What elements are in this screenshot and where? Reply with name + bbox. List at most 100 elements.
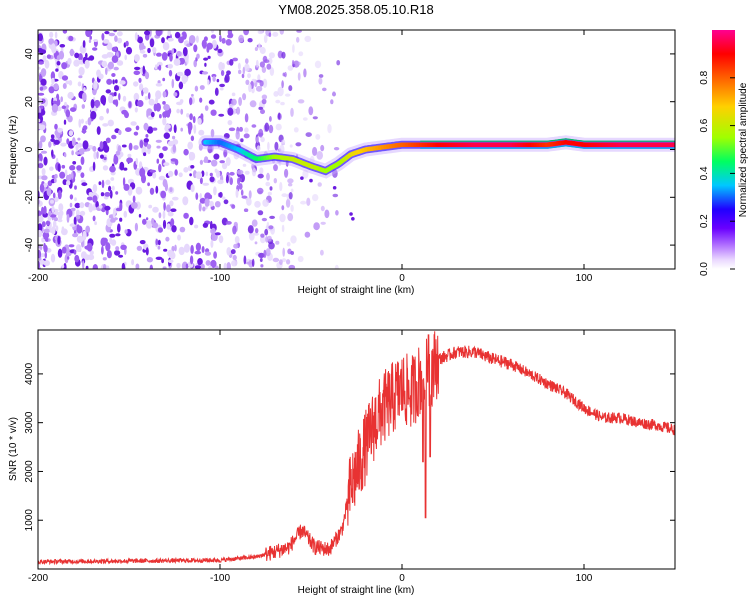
noise-blob <box>57 235 61 245</box>
noise-blob <box>201 246 205 253</box>
noise-blob <box>122 177 126 187</box>
noise-blob <box>49 214 57 218</box>
noise-blob <box>332 169 338 178</box>
noise-blob <box>193 124 197 134</box>
noise-blob <box>219 83 226 88</box>
noise-blob <box>179 226 186 233</box>
noise-blob <box>115 207 122 212</box>
noise-blob <box>207 79 210 86</box>
noise-blob <box>102 123 109 127</box>
noise-blob <box>240 138 244 143</box>
noise-blob <box>263 59 270 64</box>
noise-blob <box>155 139 162 143</box>
noise-blob <box>147 116 154 120</box>
noise-blob <box>92 145 97 152</box>
noise-blob <box>176 108 180 114</box>
noise-blob <box>107 61 114 70</box>
noise-blob <box>106 78 113 85</box>
noise-blob <box>98 181 102 186</box>
noise-blob <box>49 31 54 38</box>
noise-blob <box>281 139 286 145</box>
noise-blob <box>163 162 170 167</box>
noise-blob <box>324 209 330 219</box>
noise-blob <box>251 219 258 227</box>
noise-blob <box>257 132 264 137</box>
noise-blob <box>38 66 41 70</box>
noise-blob <box>261 94 268 100</box>
noise-blob <box>298 61 301 65</box>
noise-blob <box>171 225 177 233</box>
noise-blob <box>228 127 236 132</box>
noise-blob <box>106 265 110 269</box>
noise-blob <box>189 173 192 177</box>
noise-blob <box>50 138 55 143</box>
noise-blob <box>152 47 157 53</box>
noise-blob <box>221 37 226 44</box>
noise-blob <box>279 181 283 192</box>
noise-blob <box>199 97 203 103</box>
noise-blob <box>224 73 230 83</box>
noise-blob <box>152 172 157 179</box>
noise-blob <box>80 179 86 184</box>
noise-blob <box>96 151 99 159</box>
noise-blob <box>109 165 116 173</box>
noise-blob <box>44 251 47 259</box>
noise-blob <box>45 237 49 242</box>
noise-blob <box>247 73 251 79</box>
noise-blob <box>38 140 43 149</box>
colorbar-tick-label: 0.6 <box>699 118 710 132</box>
noise-blob <box>171 48 175 55</box>
noise-blob <box>183 79 186 85</box>
noise-blob <box>285 198 291 208</box>
noise-blob <box>259 258 263 262</box>
noise-blob <box>72 161 77 165</box>
noise-blob <box>238 183 243 190</box>
noise-blob <box>272 257 280 263</box>
noise-blob <box>74 52 80 59</box>
noise-blob <box>259 46 266 55</box>
colorbar-tick-label: 0.2 <box>699 214 710 228</box>
noise-blob <box>110 177 115 181</box>
noise-blob <box>248 83 252 93</box>
noise-blob <box>102 165 109 171</box>
noise-blob <box>120 244 127 250</box>
noise-blob <box>190 165 195 169</box>
noise-blob <box>209 194 213 200</box>
noise-blob <box>74 202 81 209</box>
noise-blob <box>288 85 293 92</box>
noise-blob <box>51 45 57 54</box>
noise-blob <box>221 162 228 170</box>
noise-blob <box>314 60 322 69</box>
noise-blob <box>216 78 220 83</box>
noise-blob <box>244 127 249 133</box>
noise-blob <box>137 36 143 44</box>
noise-blob <box>154 64 158 70</box>
noise-blob <box>135 186 143 195</box>
noise-blob <box>41 221 46 228</box>
noise-blob <box>245 79 250 86</box>
noise-blob <box>103 264 107 269</box>
noise-blob <box>214 201 221 208</box>
noise-blob <box>61 105 66 110</box>
noise-blob <box>238 69 242 75</box>
noise-blob <box>302 169 309 179</box>
noise-blob <box>188 35 196 44</box>
noise-blob <box>226 247 232 256</box>
noise-blob <box>249 100 257 108</box>
noise-blob <box>79 210 86 216</box>
noise-blob <box>107 119 115 127</box>
noise-blob <box>160 190 167 199</box>
noise-blob <box>44 59 50 69</box>
trace-rim-upper <box>420 138 675 142</box>
noise-blob <box>51 149 54 158</box>
noise-blob <box>124 229 128 234</box>
noise-blob <box>178 81 184 90</box>
noise-blob <box>92 184 98 193</box>
noise-blob <box>110 218 116 223</box>
noise-blob <box>253 232 259 236</box>
snr-y-tick-label: 2000 <box>24 460 35 483</box>
noise-blob <box>243 208 249 212</box>
noise-blob <box>144 96 149 101</box>
noise-blob <box>135 157 139 165</box>
